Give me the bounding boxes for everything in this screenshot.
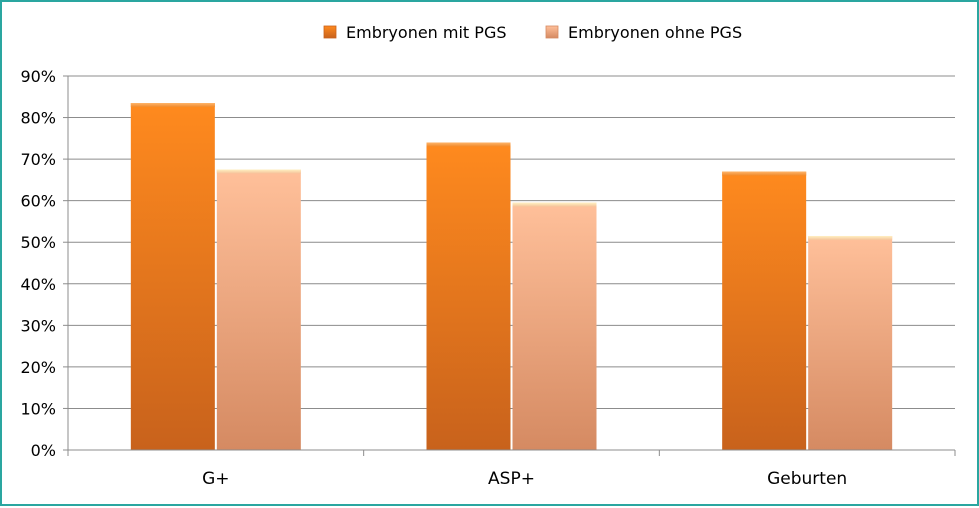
y-tick-label: 30% <box>20 316 56 335</box>
bar-ohne-pgs-geburten <box>808 235 893 450</box>
legend-label-embryonen-mit-pgs: Embryonen mit PGS <box>346 23 507 42</box>
bar-ohne-pgs-g <box>216 169 301 450</box>
bar-mit-pgs-asp <box>426 142 511 450</box>
y-tick-label: 40% <box>20 275 56 294</box>
bar-top-highlight <box>722 171 807 176</box>
y-tick-label: 20% <box>20 358 56 377</box>
legend-swatch-embryonen-ohne-pgs <box>545 25 559 39</box>
y-tick-label: 50% <box>20 233 56 252</box>
legend-swatch-embryonen-mit-pgs <box>323 25 337 39</box>
y-tick-label: 10% <box>20 399 56 418</box>
y-tick-label: 70% <box>20 150 56 169</box>
bar-top-highlight <box>512 202 597 207</box>
y-axis: 0% 10% 20% 30% 40% 50% 60% 70% 80% 90% <box>20 67 69 460</box>
x-category-label: G+ <box>202 469 229 489</box>
bar-top-highlight <box>808 235 893 240</box>
x-axis: G+ ASP+ Geburten <box>67 449 956 489</box>
y-tick-label: 90% <box>20 67 56 86</box>
legend-label-embryonen-ohne-pgs: Embryonen ohne PGS <box>568 23 742 42</box>
x-category-label: Geburten <box>767 469 847 489</box>
y-tick-label: 80% <box>20 109 56 128</box>
bar-ohne-pgs-asp <box>512 202 597 450</box>
y-tick-label: 60% <box>20 192 56 211</box>
y-tick-label: 0% <box>31 441 56 460</box>
x-category-label: ASP+ <box>488 469 535 489</box>
bar-mit-pgs-geburten <box>722 171 807 451</box>
bar-top-highlight <box>130 103 215 108</box>
bars <box>130 103 893 451</box>
bar-mit-pgs-g <box>130 103 215 450</box>
bar-top-highlight <box>216 169 301 174</box>
gridlines <box>68 75 955 451</box>
legend: Embryonen mit PGS Embryonen ohne PGS <box>323 23 742 42</box>
bar-top-highlight <box>426 142 511 147</box>
